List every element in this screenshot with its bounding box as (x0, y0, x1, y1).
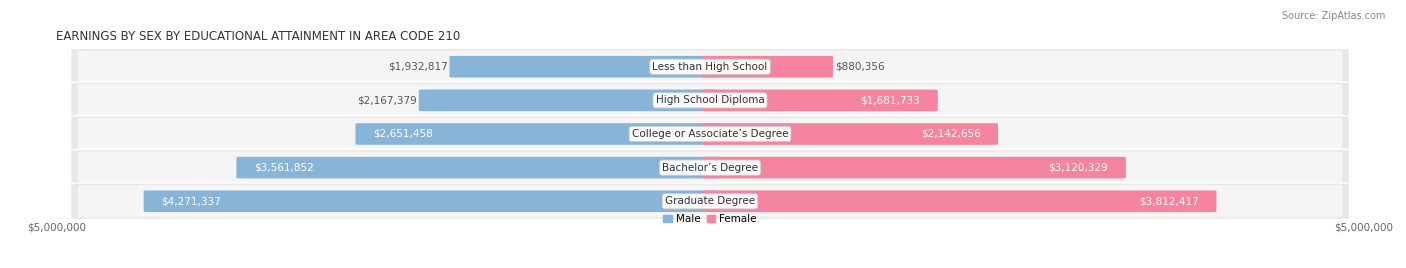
FancyBboxPatch shape (450, 56, 718, 77)
FancyBboxPatch shape (77, 51, 1343, 83)
Text: $3,120,329: $3,120,329 (1049, 163, 1108, 173)
FancyBboxPatch shape (77, 185, 1343, 217)
FancyBboxPatch shape (77, 84, 1343, 117)
Text: Less than High School: Less than High School (652, 62, 768, 72)
FancyBboxPatch shape (77, 118, 1343, 150)
FancyBboxPatch shape (702, 56, 832, 77)
Text: EARNINGS BY SEX BY EDUCATIONAL ATTAINMENT IN AREA CODE 210: EARNINGS BY SEX BY EDUCATIONAL ATTAINMEN… (56, 30, 461, 43)
FancyBboxPatch shape (143, 191, 718, 212)
Legend: Male, Female: Male, Female (659, 210, 761, 228)
Text: $2,167,379: $2,167,379 (357, 95, 416, 105)
Text: $3,812,417: $3,812,417 (1139, 196, 1199, 206)
FancyBboxPatch shape (419, 90, 718, 111)
FancyBboxPatch shape (70, 116, 1350, 152)
Text: $3,561,852: $3,561,852 (254, 163, 314, 173)
FancyBboxPatch shape (356, 123, 718, 145)
FancyBboxPatch shape (702, 123, 998, 145)
Text: $2,142,656: $2,142,656 (921, 129, 980, 139)
Text: High School Diploma: High School Diploma (655, 95, 765, 105)
Text: College or Associate’s Degree: College or Associate’s Degree (631, 129, 789, 139)
FancyBboxPatch shape (702, 191, 1216, 212)
Text: Bachelor’s Degree: Bachelor’s Degree (662, 163, 758, 173)
FancyBboxPatch shape (70, 49, 1350, 85)
FancyBboxPatch shape (70, 82, 1350, 119)
Text: $880,356: $880,356 (835, 62, 884, 72)
FancyBboxPatch shape (702, 157, 1126, 178)
Text: $4,271,337: $4,271,337 (162, 196, 221, 206)
Text: Source: ZipAtlas.com: Source: ZipAtlas.com (1281, 11, 1385, 21)
Text: $1,681,733: $1,681,733 (860, 95, 920, 105)
FancyBboxPatch shape (77, 151, 1343, 184)
Text: $1,932,817: $1,932,817 (388, 62, 447, 72)
Text: Graduate Degree: Graduate Degree (665, 196, 755, 206)
FancyBboxPatch shape (70, 149, 1350, 186)
FancyBboxPatch shape (70, 183, 1350, 219)
FancyBboxPatch shape (236, 157, 718, 178)
FancyBboxPatch shape (702, 90, 938, 111)
Text: $2,651,458: $2,651,458 (373, 129, 433, 139)
